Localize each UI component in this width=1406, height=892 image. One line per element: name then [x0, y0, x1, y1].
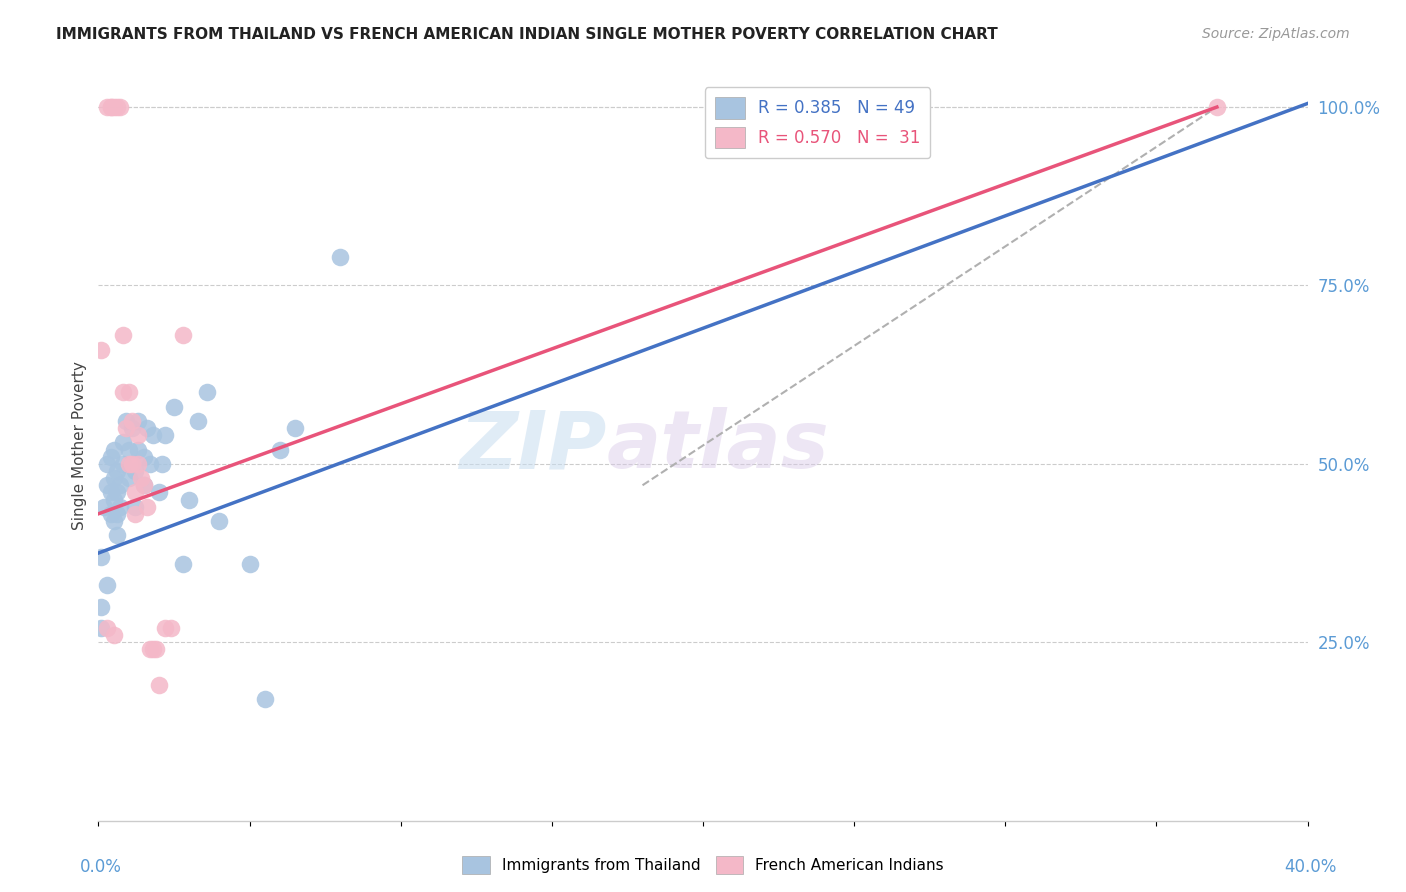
- Point: [148, 678, 170, 692]
- Point: [111, 457, 134, 471]
- Point: [132, 478, 155, 492]
- Point: [118, 442, 141, 457]
- Point: [124, 464, 146, 478]
- Point: [111, 435, 134, 450]
- Point: [96, 100, 118, 114]
- Point: [105, 100, 128, 114]
- Point: [93, 500, 115, 514]
- Point: [129, 471, 152, 485]
- Point: [139, 642, 162, 657]
- Text: atlas: atlas: [606, 407, 830, 485]
- Text: IMMIGRANTS FROM THAILAND VS FRENCH AMERICAN INDIAN SINGLE MOTHER POVERTY CORRELA: IMMIGRANTS FROM THAILAND VS FRENCH AMERI…: [56, 27, 998, 42]
- Point: [142, 428, 165, 442]
- Point: [187, 414, 209, 428]
- Point: [124, 485, 146, 500]
- Point: [118, 385, 141, 400]
- Point: [105, 507, 128, 521]
- Point: [108, 500, 131, 514]
- Point: [105, 464, 128, 478]
- Point: [103, 100, 125, 114]
- Point: [96, 621, 118, 635]
- Point: [124, 500, 146, 514]
- Point: [329, 250, 352, 264]
- Point: [153, 621, 176, 635]
- Point: [114, 414, 136, 428]
- Point: [253, 692, 276, 706]
- Point: [108, 478, 131, 492]
- Point: [118, 457, 141, 471]
- Point: [103, 492, 125, 507]
- Point: [135, 500, 157, 514]
- Point: [269, 442, 291, 457]
- Point: [103, 628, 125, 642]
- Text: Source: ZipAtlas.com: Source: ZipAtlas.com: [1202, 27, 1350, 41]
- Point: [90, 549, 112, 564]
- Point: [96, 578, 118, 592]
- Point: [127, 442, 149, 457]
- Point: [90, 343, 112, 357]
- Point: [135, 421, 157, 435]
- Point: [111, 328, 134, 343]
- Point: [160, 621, 183, 635]
- Point: [172, 557, 194, 571]
- Point: [195, 385, 218, 400]
- Point: [163, 400, 186, 414]
- Text: ZIP: ZIP: [458, 407, 606, 485]
- Point: [127, 428, 149, 442]
- Point: [96, 478, 118, 492]
- Point: [90, 599, 112, 614]
- Point: [108, 100, 131, 114]
- Point: [132, 478, 155, 492]
- Point: [100, 100, 122, 114]
- Point: [100, 450, 122, 464]
- Point: [172, 328, 194, 343]
- Point: [96, 457, 118, 471]
- Point: [127, 414, 149, 428]
- Point: [132, 450, 155, 464]
- Legend: R = 0.385   N = 49, R = 0.570   N =  31: R = 0.385 N = 49, R = 0.570 N = 31: [704, 87, 931, 159]
- Y-axis label: Single Mother Poverty: Single Mother Poverty: [72, 361, 87, 531]
- Point: [103, 442, 125, 457]
- Point: [139, 457, 162, 471]
- Point: [105, 485, 128, 500]
- Point: [150, 457, 173, 471]
- Point: [100, 485, 122, 500]
- Point: [103, 514, 125, 528]
- Point: [90, 621, 112, 635]
- Point: [208, 514, 231, 528]
- Point: [118, 471, 141, 485]
- Point: [121, 414, 143, 428]
- Legend: Immigrants from Thailand, French American Indians: Immigrants from Thailand, French America…: [456, 850, 950, 880]
- Point: [124, 507, 146, 521]
- Point: [284, 421, 307, 435]
- Point: [127, 457, 149, 471]
- Point: [1206, 100, 1229, 114]
- Point: [153, 428, 176, 442]
- Point: [239, 557, 262, 571]
- Point: [111, 385, 134, 400]
- Point: [103, 471, 125, 485]
- Point: [145, 642, 167, 657]
- Point: [121, 457, 143, 471]
- Point: [114, 421, 136, 435]
- Point: [100, 100, 122, 114]
- Point: [105, 528, 128, 542]
- Text: 40.0%: 40.0%: [1284, 858, 1337, 876]
- Point: [148, 485, 170, 500]
- Point: [142, 642, 165, 657]
- Point: [179, 492, 201, 507]
- Point: [121, 421, 143, 435]
- Point: [100, 507, 122, 521]
- Text: 0.0%: 0.0%: [80, 858, 122, 876]
